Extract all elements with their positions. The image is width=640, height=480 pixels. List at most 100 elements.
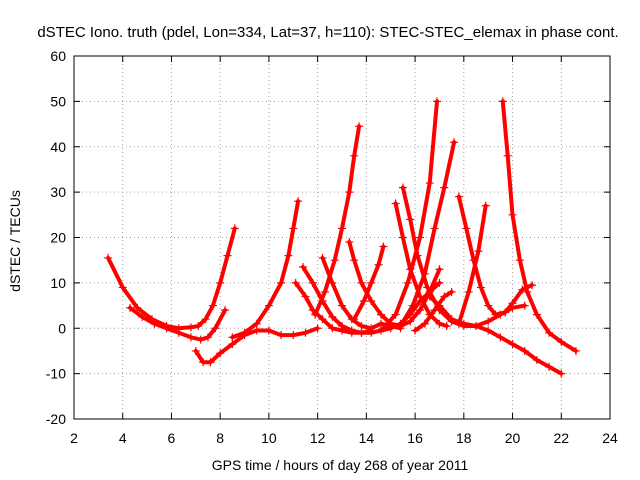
series-2 (191, 324, 322, 367)
data-point (447, 287, 456, 296)
data-point (425, 292, 434, 301)
data-point (435, 278, 444, 287)
series-line (456, 194, 534, 317)
data-point (318, 315, 327, 324)
data-point (464, 287, 473, 296)
data-point (240, 328, 249, 337)
data-point (508, 210, 517, 219)
data-point (138, 312, 147, 321)
data-point (376, 319, 385, 328)
data-point (450, 138, 459, 147)
data-point (503, 151, 512, 160)
data-point (520, 301, 529, 310)
data-point (545, 362, 554, 371)
x-tick-label: 4 (119, 430, 127, 446)
data-point (338, 301, 346, 310)
series-14 (411, 287, 456, 335)
axis-ticks (73, 55, 611, 420)
y-tick-label: -20 (46, 411, 66, 427)
data-point (264, 326, 273, 335)
data-point (118, 283, 127, 292)
data-point (230, 224, 239, 233)
data-point (277, 278, 286, 287)
data-point (318, 253, 327, 262)
data-point (162, 324, 171, 333)
data-point (294, 197, 303, 206)
data-point (481, 201, 490, 210)
data-point (415, 233, 424, 242)
x-tick-label: 16 (407, 430, 423, 446)
data-point (367, 297, 376, 306)
series-3 (228, 197, 303, 342)
data-point (406, 317, 415, 326)
y-tick-label: 60 (50, 48, 66, 64)
data-point (474, 247, 483, 256)
data-point (264, 301, 273, 310)
data-point (420, 269, 429, 278)
data-point (211, 324, 220, 333)
data-point (523, 287, 532, 296)
series-13 (396, 138, 459, 330)
series-line (398, 140, 457, 328)
x-tick-label: 12 (310, 430, 326, 446)
y-tick-label: 30 (50, 184, 66, 200)
data-point (104, 253, 113, 262)
data-point (433, 97, 442, 106)
data-point (252, 326, 261, 335)
data-point (150, 319, 159, 328)
series-0 (104, 224, 239, 333)
x-tick-label: 22 (553, 430, 569, 446)
x-tick-label: 20 (505, 430, 521, 446)
data-point (462, 224, 471, 233)
series-line (381, 99, 439, 331)
grid-lines (74, 56, 610, 419)
data-point (228, 340, 237, 349)
data-point (532, 310, 541, 319)
data-point (328, 324, 337, 333)
series-line (128, 305, 228, 342)
data-point (435, 265, 444, 274)
data-point (498, 97, 507, 106)
data-point (440, 292, 449, 301)
data-point (508, 340, 517, 349)
data-point (201, 315, 210, 324)
data-point (252, 319, 261, 328)
data-point (442, 321, 451, 330)
data-point (228, 333, 237, 342)
x-axis-label: GPS time / hours of day 268 of year 2011 (212, 457, 469, 473)
data-point (367, 278, 376, 287)
data-point (345, 188, 354, 197)
data-point (423, 283, 432, 292)
series-line (427, 294, 564, 376)
data-point (313, 324, 322, 333)
series-15 (425, 292, 566, 378)
data-point (345, 238, 354, 247)
data-point (528, 281, 537, 290)
data-point (420, 319, 429, 328)
data-point (301, 292, 310, 301)
data-point (194, 321, 203, 330)
data-point (299, 262, 308, 271)
data-point (520, 346, 529, 355)
data-point (472, 321, 480, 330)
data-point (379, 324, 388, 333)
data-point (496, 333, 505, 342)
data-point (216, 278, 225, 287)
series-line (106, 226, 237, 331)
data-point (403, 278, 412, 287)
data-point (350, 151, 359, 160)
data-point (359, 297, 368, 306)
series-12 (379, 97, 442, 333)
data-point (425, 179, 434, 188)
series-line (500, 99, 578, 353)
data-point (357, 278, 366, 287)
y-tick-label: 10 (50, 275, 66, 291)
data-point (350, 256, 359, 265)
data-point (216, 349, 225, 358)
data-point (284, 251, 293, 260)
data-point (223, 251, 232, 260)
data-point (398, 183, 407, 192)
data-point (396, 321, 405, 330)
data-point (330, 256, 339, 265)
